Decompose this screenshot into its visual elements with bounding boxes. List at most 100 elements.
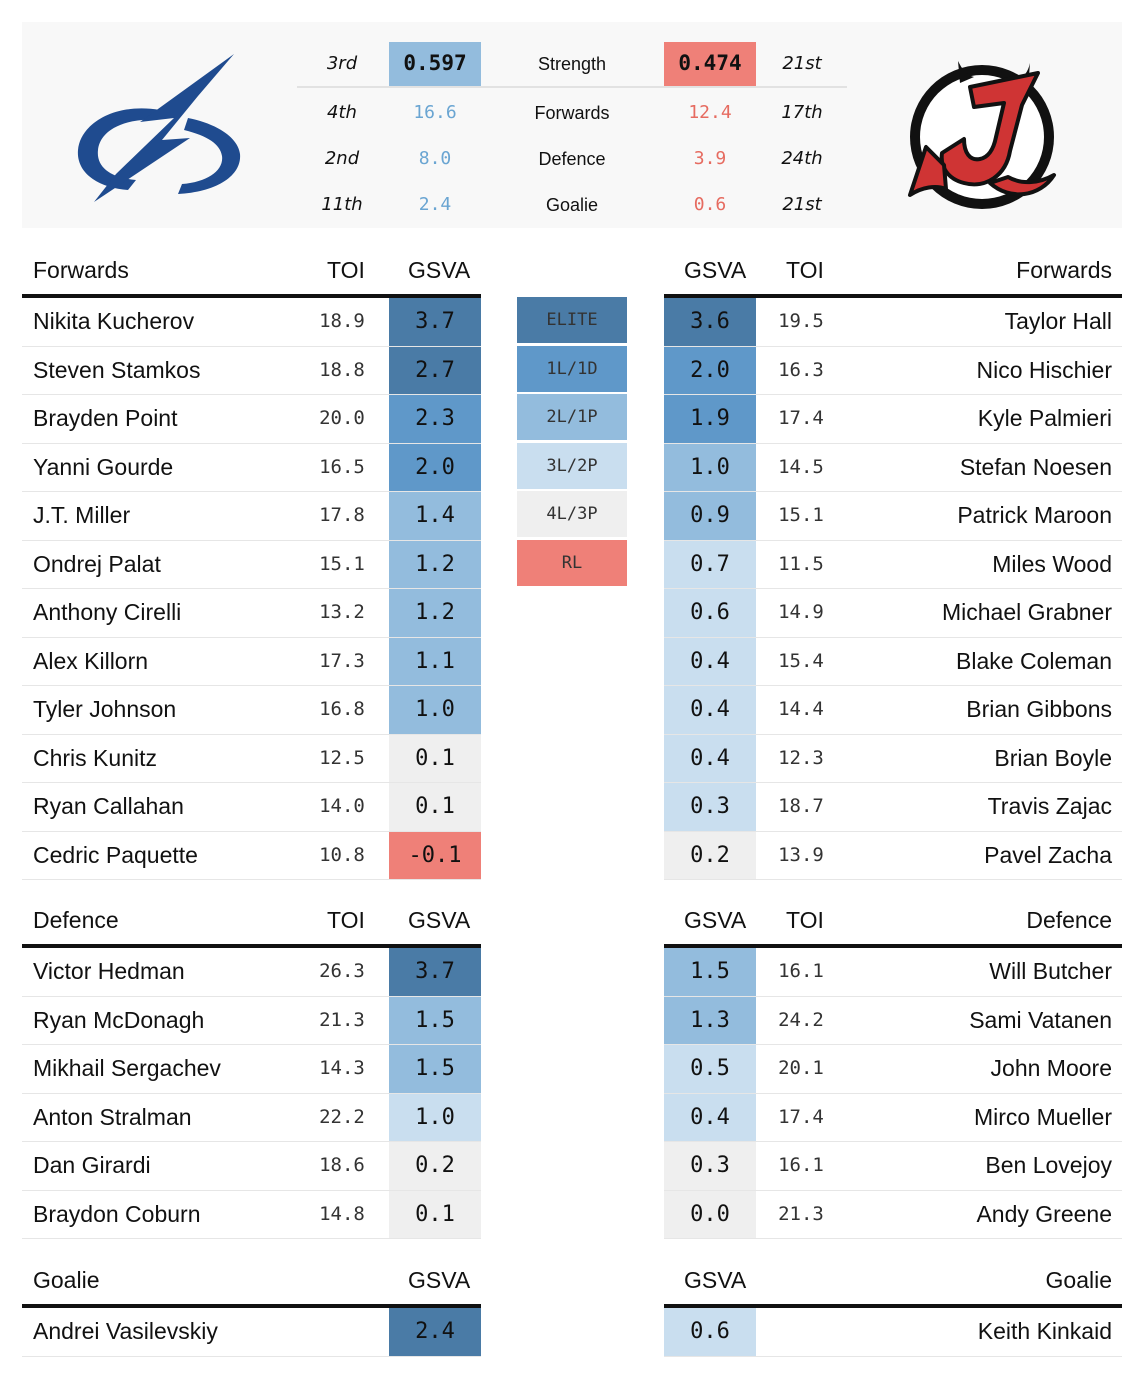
player-row: Ben Lovejoy 16.1 0.3 — [664, 1142, 1122, 1191]
legend-item-elite: ELITE — [517, 297, 627, 343]
player-name: Nico Hischier — [976, 356, 1112, 383]
left-defence-header: Defence TOI GSVA — [22, 892, 481, 948]
player-gsva: 1.5 — [664, 948, 756, 996]
toi-column-header: TOI — [786, 257, 824, 283]
legend-item-rl: RL — [517, 539, 627, 586]
player-toi: 15.1 — [778, 504, 824, 526]
left-forwards-value: 16.6 — [413, 102, 457, 123]
player-toi: 18.9 — [319, 310, 365, 332]
player-toi: 16.3 — [778, 358, 824, 381]
right-forwards-rank: 17th — [781, 102, 823, 123]
player-toi: 16.8 — [319, 698, 365, 720]
player-gsva: 0.6 — [664, 589, 756, 637]
player-row: Will Butcher 16.1 1.5 — [664, 948, 1122, 997]
tampa-bay-lightning-logo — [70, 52, 250, 217]
player-name: Andrei Vasilevskiy — [33, 1318, 218, 1344]
right-strength-value: 0.474 — [664, 42, 756, 86]
player-row: Blake Coleman 15.4 0.4 — [664, 637, 1122, 686]
player-name: Cedric Paquette — [33, 841, 198, 868]
player-toi: 14.5 — [778, 455, 824, 478]
player-gsva: 0.4 — [664, 734, 756, 782]
gsva-column-header: GSVA — [408, 257, 471, 283]
player-gsva: -0.1 — [389, 831, 481, 879]
summary-row-defence: 2nd 8.0 Defence 3.9 24th — [297, 136, 847, 182]
player-gsva: 1.5 — [389, 996, 481, 1044]
player-row: J.T. Miller 17.8 1.4 — [22, 492, 481, 541]
player-toi: 12.5 — [319, 746, 365, 769]
right-goalie-header: GSVA Goalie — [664, 1252, 1122, 1308]
player-row: John Moore 20.1 0.5 — [664, 1045, 1122, 1094]
player-toi: 20.0 — [319, 407, 365, 429]
player-row: Nikita Kucherov 18.9 3.7 — [22, 298, 481, 347]
player-row: Alex Killorn 17.3 1.1 — [22, 637, 481, 686]
right-defence-header: GSVA TOI Defence — [664, 892, 1122, 948]
player-gsva: 0.1 — [389, 734, 481, 782]
player-name: Mikhail Sergachev — [33, 1055, 221, 1081]
toi-column-header: TOI — [327, 907, 365, 933]
right-strength-rank: 21st — [782, 53, 822, 74]
player-gsva: 3.6 — [664, 298, 756, 346]
player-name: John Moore — [990, 1055, 1112, 1081]
player-row: Travis Zajac 18.7 0.3 — [664, 783, 1122, 832]
player-gsva: 2.3 — [389, 395, 481, 443]
player-gsva: 0.4 — [664, 1093, 756, 1141]
left-strength-value: 0.597 — [389, 42, 481, 86]
player-toi: 13.2 — [319, 601, 365, 623]
player-row: Anton Stralman 22.2 1.0 — [22, 1093, 481, 1142]
player-toi: 12.3 — [778, 746, 824, 769]
player-toi: 17.3 — [319, 649, 365, 672]
summary-label: Forwards — [534, 103, 610, 123]
player-name: Anthony Cirelli — [33, 599, 182, 625]
player-gsva: 2.0 — [389, 443, 481, 491]
player-gsva: 1.2 — [389, 540, 481, 588]
left-forwards-header: Forwards TOI GSVA — [22, 242, 481, 298]
player-name: Stefan Noesen — [959, 453, 1112, 480]
player-name: Yanni Gourde — [33, 453, 174, 480]
player-name: Kyle Palmieri — [977, 405, 1112, 431]
player-gsva: 0.2 — [664, 831, 756, 879]
section-title: Defence — [33, 907, 119, 933]
player-name: Ryan McDonagh — [33, 1006, 205, 1033]
player-gsva: 2.7 — [389, 346, 481, 394]
section-title: Defence — [1026, 907, 1112, 933]
player-gsva: 1.0 — [389, 686, 481, 734]
gsva-column-header: GSVA — [408, 907, 471, 933]
player-row: Steven Stamkos 18.8 2.7 — [22, 346, 481, 395]
player-toi: 22.2 — [319, 1105, 365, 1128]
player-row: Mirco Mueller 17.4 0.4 — [664, 1093, 1122, 1142]
player-gsva: 2.4 — [389, 1308, 481, 1356]
summary-row-goalie: 11th 2.4 Goalie 0.6 21st — [297, 182, 847, 228]
player-name: Travis Zajac — [987, 793, 1112, 819]
player-toi: 20.1 — [778, 1057, 824, 1079]
player-row: Victor Hedman 26.3 3.7 — [22, 948, 481, 997]
right-forwards-value: 12.4 — [688, 102, 732, 123]
player-toi: 17.8 — [319, 504, 365, 526]
right-forwards-header: GSVA TOI Forwards — [664, 242, 1122, 298]
section-title: Forwards — [1016, 257, 1112, 283]
player-name: Dan Girardi — [33, 1152, 151, 1178]
player-gsva: 3.7 — [389, 948, 481, 996]
summary-label: Goalie — [545, 195, 599, 215]
player-toi: 10.8 — [319, 843, 365, 866]
player-toi: 16.1 — [778, 1154, 824, 1176]
player-toi: 14.9 — [778, 601, 824, 623]
section-title: Goalie — [33, 1267, 100, 1293]
player-name: Taylor Hall — [1004, 308, 1112, 334]
player-toi: 18.7 — [778, 795, 824, 817]
player-name: Michael Grabner — [941, 599, 1112, 625]
player-name: Anton Stralman — [33, 1103, 192, 1130]
player-row: Patrick Maroon 15.1 0.9 — [664, 492, 1122, 541]
player-gsva: 0.3 — [664, 783, 756, 831]
summary-row-strength: 3rd 0.597 Strength 0.474 21st — [297, 42, 847, 88]
player-gsva: 0.9 — [664, 492, 756, 540]
player-row: Nico Hischier 16.3 2.0 — [664, 346, 1122, 395]
player-row: Ryan Callahan 14.0 0.1 — [22, 783, 481, 832]
player-row: Dan Girardi 18.6 0.2 — [22, 1142, 481, 1191]
player-row: Stefan Noesen 14.5 1.0 — [664, 443, 1122, 492]
player-name: Chris Kunitz — [33, 744, 157, 771]
section-title: Forwards — [33, 257, 129, 283]
player-row: Taylor Hall 19.5 3.6 — [664, 298, 1122, 347]
player-name: Sami Vatanen — [969, 1006, 1112, 1033]
left-strength-rank: 3rd — [326, 53, 358, 74]
player-name: Alex Killorn — [33, 647, 149, 674]
